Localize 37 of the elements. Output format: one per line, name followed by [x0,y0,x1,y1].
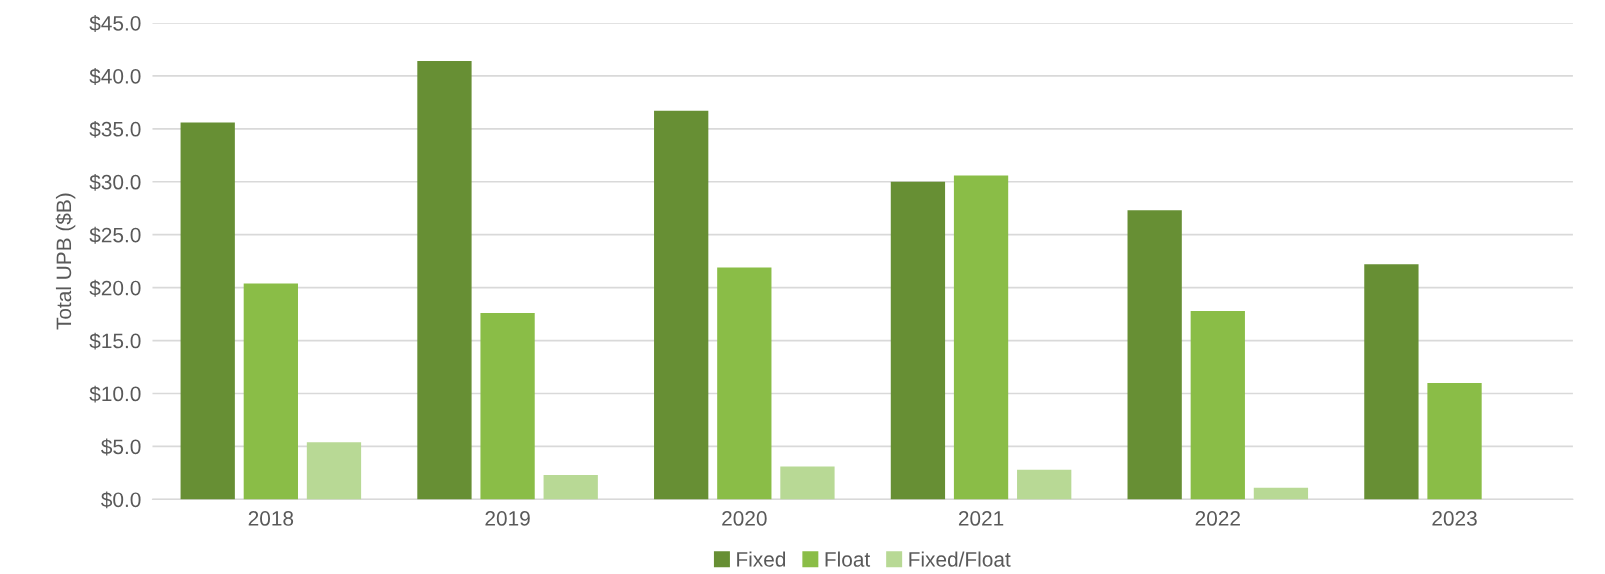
bar [654,110,709,500]
bar [306,442,362,500]
y-tick-label: $5.0 [101,438,141,456]
y-axis-title: Total UPB ($B) [55,193,76,330]
x-tick-label: 2020 [722,511,767,526]
y-tick-label: $35.0 [89,120,141,138]
y-tick-label: $15.0 [89,332,141,350]
bar [1127,210,1182,500]
bar [717,267,772,500]
bar [1190,310,1245,500]
x-tick-label: 2023 [1432,511,1477,526]
y-tick-label: $30.0 [89,173,141,191]
bar [1427,382,1482,500]
x-tick-label: 2018 [248,511,294,526]
bar [1017,469,1072,500]
y-tick-label: $0.0 [101,491,141,509]
bar [780,466,835,500]
bar [243,283,298,500]
bar [1364,264,1419,500]
y-tick-label: $40.0 [89,68,141,85]
legend-label: Fixed/Float [909,551,1011,567]
bar [480,313,535,500]
bar [417,61,472,500]
legend-label: Fixed [737,551,786,567]
y-tick-label: $20.0 [89,279,141,297]
bar [180,122,235,500]
y-tick-label: $45.0 [89,15,141,32]
legend-label: Float [825,551,871,567]
y-tick-label: $10.0 [89,385,141,403]
y-tick-label: $25.0 [89,226,141,244]
x-tick-label: 2021 [958,511,1004,526]
x-tick-label: 2022 [1195,511,1240,526]
bar [1253,487,1309,500]
bar [890,181,946,500]
bar [543,475,598,500]
bar [953,175,1009,500]
x-tick-label: 2019 [485,511,530,526]
